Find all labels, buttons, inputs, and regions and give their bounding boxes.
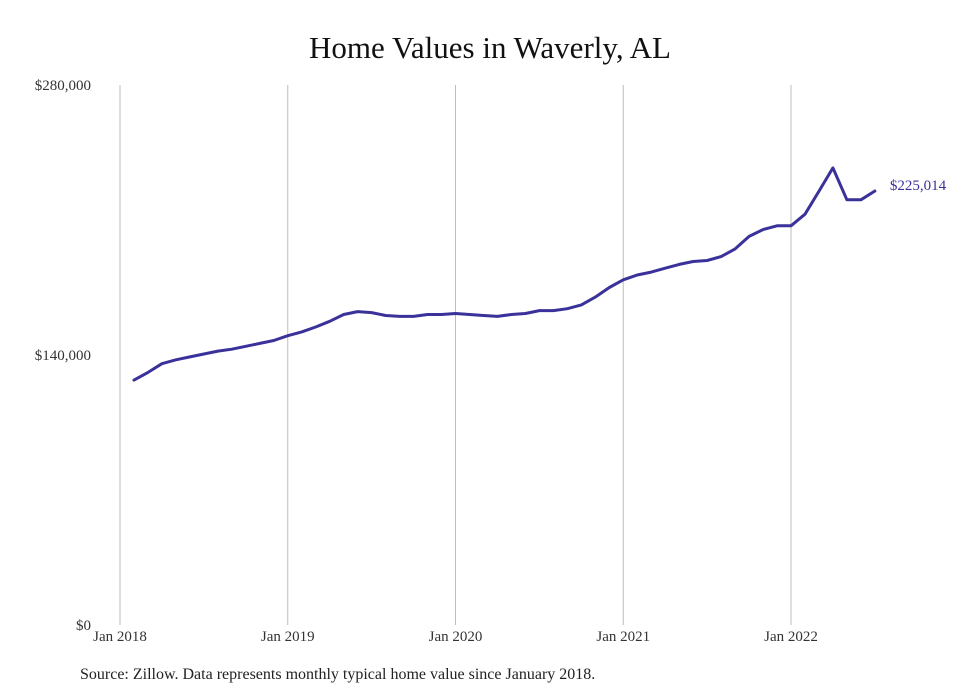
- source-note: Source: Zillow. Data represents monthly …: [80, 666, 596, 683]
- y-axis-ticks: $0 $140,000 $280,000: [35, 78, 91, 634]
- x-tick-label: Jan 2022: [764, 629, 818, 645]
- x-axis-ticks: Jan 2018 Jan 2019 Jan 2020 Jan 2021 Jan 2022: [93, 629, 818, 645]
- end-value-label: $225,014: [890, 178, 947, 194]
- y-tick-label: $280,000: [35, 78, 91, 94]
- series-line: [132, 166, 877, 382]
- series: [132, 166, 877, 382]
- x-tick-label: Jan 2019: [261, 629, 315, 645]
- y-tick-label: $140,000: [35, 348, 91, 364]
- chart-title: Home Values in Waverly, AL: [309, 30, 671, 65]
- data-labels: $225,014: [890, 178, 947, 194]
- y-tick-label: $0: [76, 618, 91, 634]
- x-tick-label: Jan 2020: [429, 629, 483, 645]
- x-tick-label: Jan 2021: [596, 629, 650, 645]
- gridlines: [119, 85, 792, 625]
- x-tick-label: Jan 2018: [93, 629, 147, 645]
